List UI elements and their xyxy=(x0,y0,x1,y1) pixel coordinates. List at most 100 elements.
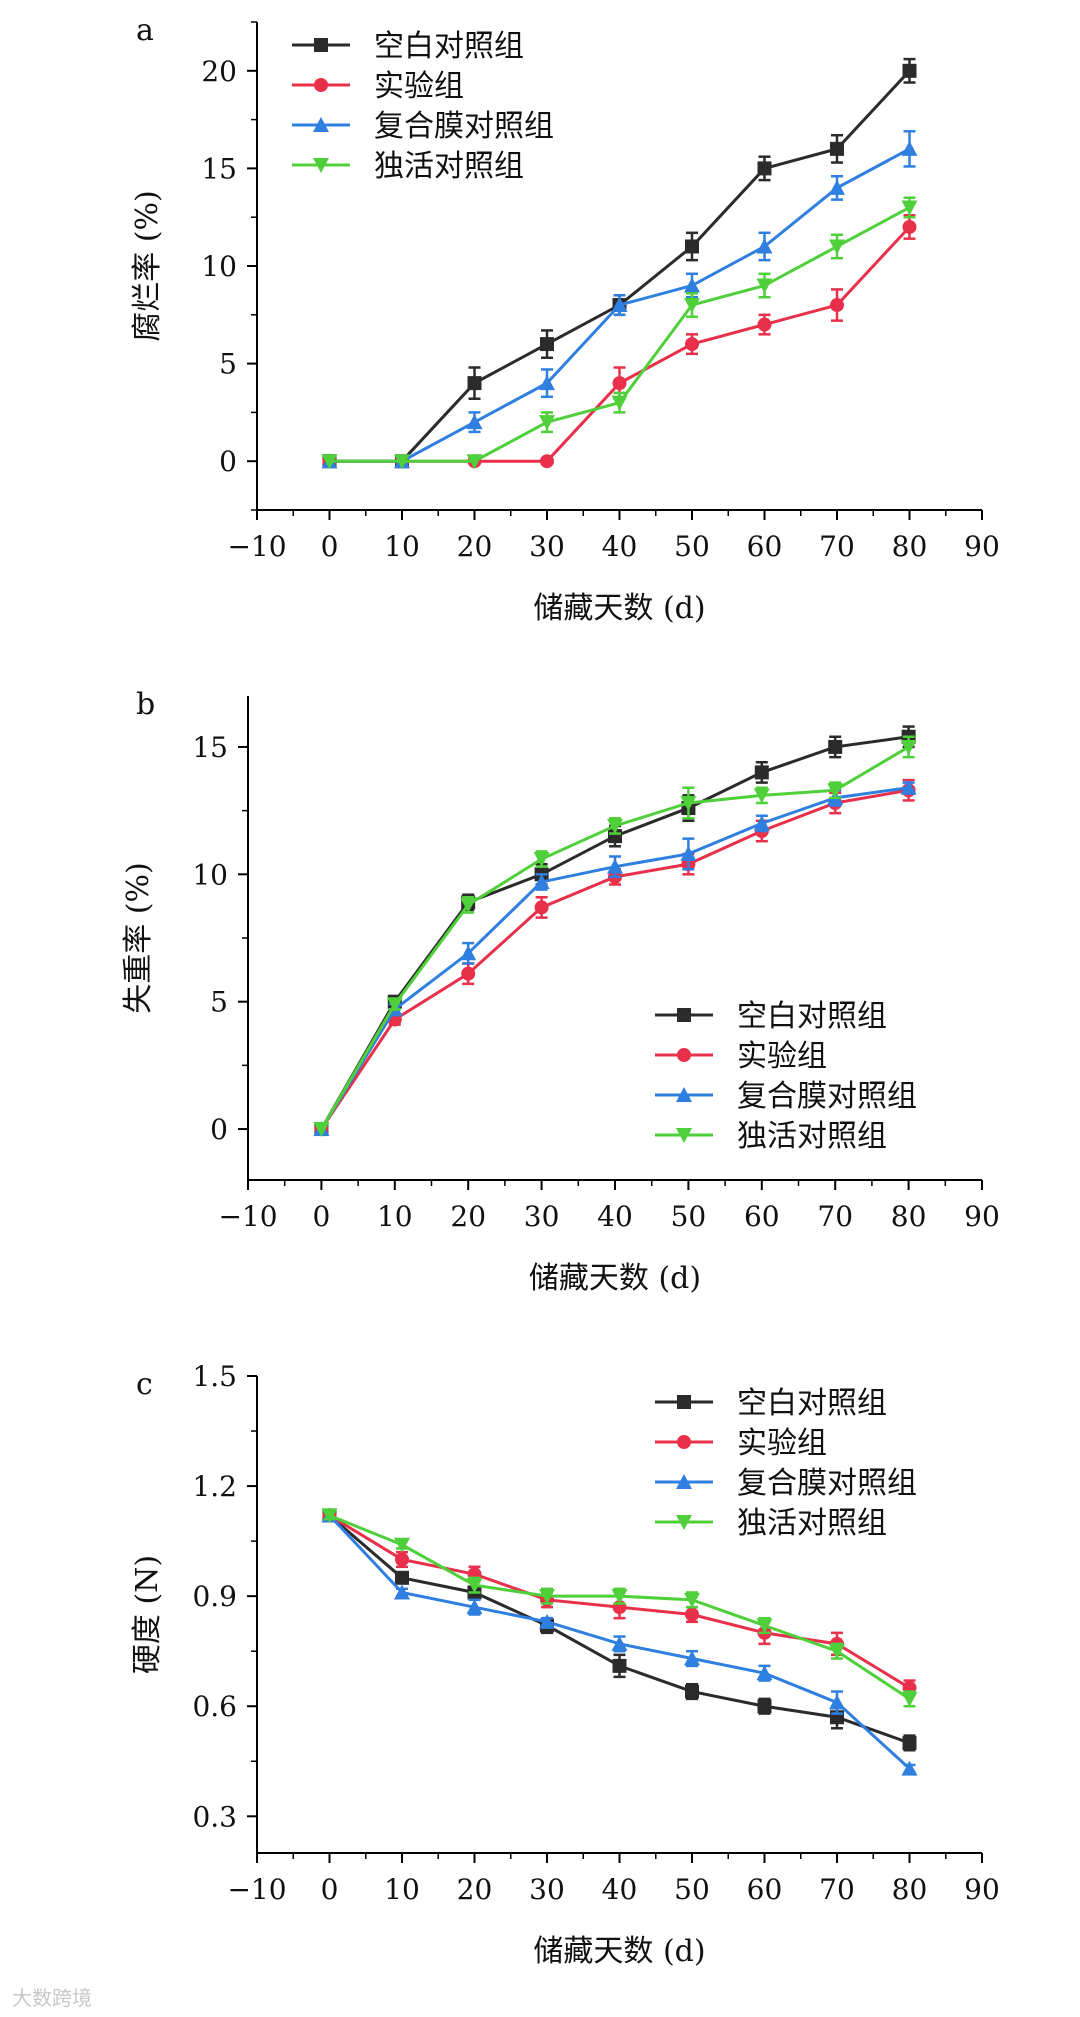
x-tick-label: 60 xyxy=(747,530,783,563)
legend-label: 独活对照组 xyxy=(737,1119,887,1154)
y-axis-title: 失重率 (%) xyxy=(121,862,156,1013)
data-point xyxy=(466,414,483,430)
x-tick-label: 70 xyxy=(817,1200,853,1233)
x-tick-label: 10 xyxy=(384,530,420,563)
data-point xyxy=(901,1691,918,1707)
x-tick-label: 20 xyxy=(450,1200,486,1233)
data-point xyxy=(534,900,549,915)
y-tick-label: 15 xyxy=(201,152,237,185)
data-point xyxy=(313,1122,330,1138)
y-axis-title: 腐烂率 (%) xyxy=(130,190,165,341)
x-axis-title: 储藏天数 (d) xyxy=(533,1934,705,1969)
data-point xyxy=(680,795,697,811)
legend-label: 实验组 xyxy=(737,1039,827,1074)
series-0 xyxy=(314,725,916,1137)
data-point xyxy=(685,1684,699,1699)
y-tick-label: 10 xyxy=(201,250,237,283)
series-line xyxy=(328,1514,911,1745)
data-point xyxy=(685,337,699,352)
data-point xyxy=(757,317,772,332)
y-tick-label: 5 xyxy=(210,986,228,1019)
data-point xyxy=(756,1665,773,1681)
data-point xyxy=(902,1735,917,1750)
series-line xyxy=(329,206,911,463)
data-point xyxy=(612,1658,627,1673)
x-tick-label: 20 xyxy=(457,530,493,563)
legend-label: 复合膜对照组 xyxy=(374,109,554,144)
data-point xyxy=(756,1618,773,1634)
data-point xyxy=(754,765,769,780)
data-point xyxy=(757,1699,772,1714)
data-point xyxy=(466,1599,483,1615)
data-point xyxy=(540,337,554,352)
data-point xyxy=(539,415,555,431)
data-point xyxy=(394,1584,410,1600)
data-point xyxy=(829,179,845,195)
x-tick-label: 80 xyxy=(892,530,928,563)
data-point xyxy=(395,1570,409,1585)
data-point xyxy=(460,945,477,961)
legend-label: 独活对照组 xyxy=(374,149,524,184)
data-point xyxy=(395,1552,409,1567)
data-point xyxy=(901,200,918,216)
data-point xyxy=(461,966,476,981)
series-3 xyxy=(313,735,917,1138)
legend-marker xyxy=(676,1474,692,1489)
data-point xyxy=(684,277,700,293)
legend-marker xyxy=(676,1087,692,1102)
y-tick-label: 1.5 xyxy=(192,1360,237,1393)
legend-marker xyxy=(314,38,328,52)
data-point xyxy=(830,298,844,313)
legend-label: 实验组 xyxy=(374,69,464,104)
x-tick-label: 40 xyxy=(602,530,638,563)
chart-panel-b: b −10 0 10 20 30 40 50 60 70 80 90 0 5 10 15 储藏天数 (d) 失重率… xyxy=(121,687,1000,1296)
x-tick-label: 40 xyxy=(602,1873,638,1906)
x-tick-label: 50 xyxy=(674,530,710,563)
x-tick-label: 50 xyxy=(671,1200,707,1233)
y-axis-title: 硬度 (N) xyxy=(130,1555,165,1674)
y-tick-label: 5 xyxy=(219,348,237,381)
y-tick-label: 0.9 xyxy=(192,1580,237,1613)
x-tick-label: 30 xyxy=(529,530,565,563)
y-tick-label: 20 xyxy=(201,55,237,88)
data-point xyxy=(607,818,623,834)
legend-marker xyxy=(677,1048,691,1062)
y-tick-label: 1.2 xyxy=(192,1470,237,1503)
x-tick-label: 0 xyxy=(321,1873,339,1906)
data-point xyxy=(321,1508,338,1524)
legend-label: 复合膜对照组 xyxy=(737,1466,917,1501)
data-point xyxy=(394,454,410,470)
data-point xyxy=(901,140,918,156)
legend-marker xyxy=(677,1395,691,1409)
data-point xyxy=(466,1578,483,1594)
data-point xyxy=(900,739,917,755)
data-point xyxy=(540,454,554,469)
data-point xyxy=(830,141,844,156)
legend-label: 空白对照组 xyxy=(737,1386,887,1421)
legend-label: 空白对照组 xyxy=(374,29,524,64)
legend-marker xyxy=(313,117,329,132)
x-tick-label: 60 xyxy=(744,1200,780,1233)
series-3 xyxy=(321,196,918,470)
legend-label: 复合膜对照组 xyxy=(737,1079,917,1114)
data-point xyxy=(901,1760,918,1776)
x-tick-label: 70 xyxy=(819,530,855,563)
data-point xyxy=(539,375,555,391)
x-tick-label: 10 xyxy=(377,1200,413,1233)
data-point xyxy=(902,63,917,78)
chart-panel-c: c −10 0 10 20 30 40 50 60 70 80 90 0.3 0.6 0.9 1.2 1.5 储藏… xyxy=(130,1360,1000,1969)
legend-marker xyxy=(676,1128,692,1143)
data-point xyxy=(902,219,917,234)
x-tick-label: 30 xyxy=(524,1200,560,1233)
data-point xyxy=(612,376,627,391)
legend-marker xyxy=(677,1435,691,1449)
x-tick-label: 0 xyxy=(321,530,339,563)
data-point xyxy=(533,852,550,868)
x-tick-label: 40 xyxy=(597,1200,633,1233)
x-tick-label: −10 xyxy=(227,1873,286,1906)
data-point xyxy=(321,454,338,470)
data-point xyxy=(828,739,843,754)
legend-label: 空白对照组 xyxy=(737,999,887,1034)
